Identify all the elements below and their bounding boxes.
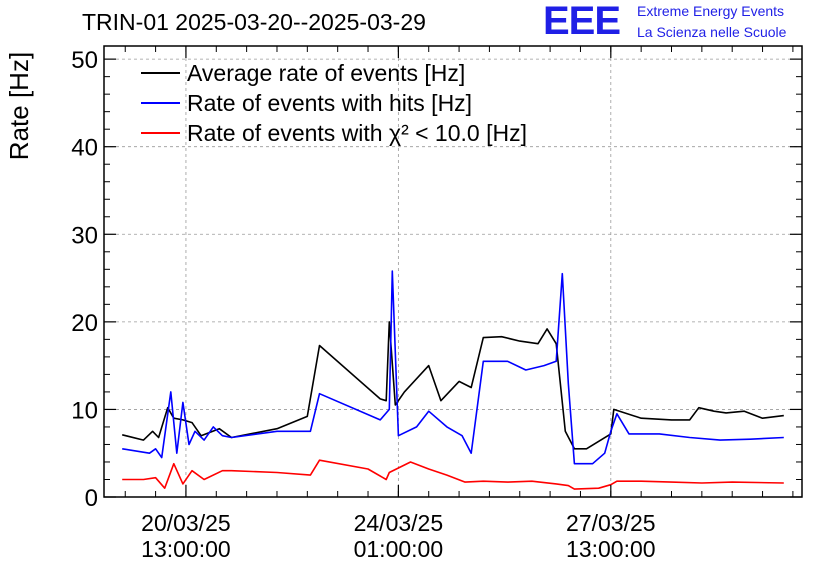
y-tick-label: 0 (85, 485, 98, 512)
legend: Average rate of events [Hz] Rate of event… (141, 60, 527, 146)
y-axis-label: Rate [Hz] (4, 52, 34, 160)
series-layer (122, 270, 784, 490)
x-tick-label-date: 24/03/25 (354, 510, 444, 536)
series-line-0 (122, 321, 784, 450)
y-tick-label: 30 (71, 222, 98, 249)
x-tick-label-date: 27/03/25 (566, 510, 656, 536)
y-axis: 0 10 20 30 40 50 (71, 47, 802, 512)
series-line-1 (122, 270, 784, 465)
page-title: TRIN-01 2025-03-20--2025-03-29 (82, 9, 426, 35)
legend-label: Rate of events with hits [Hz] (187, 90, 472, 116)
logo-line-1: Extreme Energy Events (637, 3, 785, 19)
y-tick-label: 40 (71, 135, 98, 162)
plot-frame (103, 45, 803, 498)
x-axis: 20/03/2513:00:0024/03/2501:00:0027/03/25… (124, 46, 794, 562)
x-tick-label-date: 20/03/25 (141, 510, 231, 536)
logo-mark: EEE (543, 0, 621, 43)
x-tick-label-time: 01:00:00 (354, 536, 444, 562)
y-tick-label: 20 (71, 310, 98, 337)
y-tick-label: 10 (71, 397, 98, 424)
grid (104, 46, 802, 497)
x-tick-label-time: 13:00:00 (566, 536, 656, 562)
x-tick-label-time: 13:00:00 (141, 536, 231, 562)
legend-label: Average rate of events [Hz] (187, 60, 465, 86)
logo-line-2: La Scienza nelle Scuole (637, 24, 787, 40)
legend-label: Rate of events with χ² < 10.0 [Hz] (187, 120, 527, 146)
series-line-2 (122, 459, 784, 490)
y-tick-label: 50 (71, 47, 98, 74)
